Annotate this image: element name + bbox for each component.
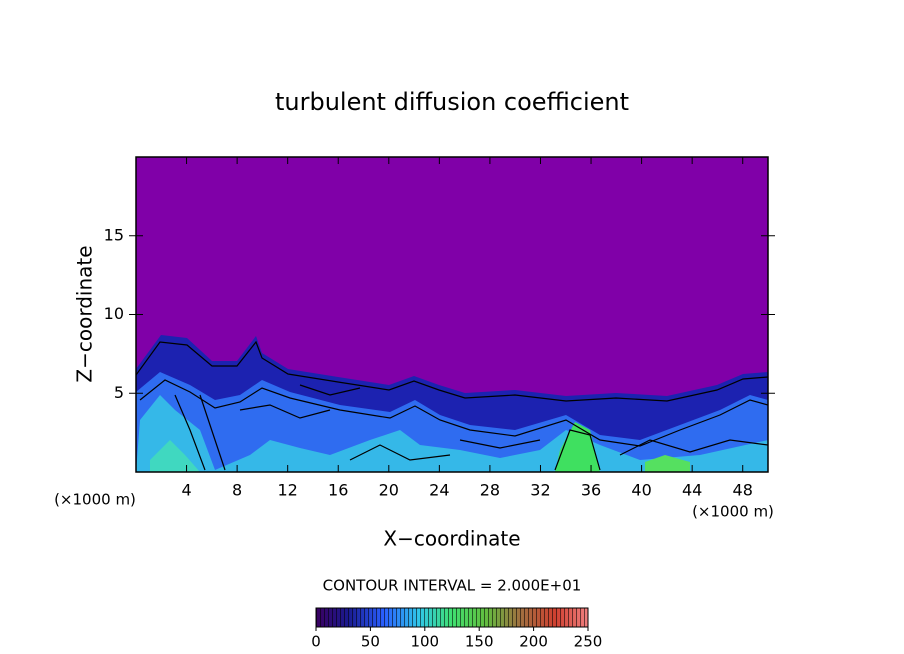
colorbar-tick-label: 250 <box>574 633 603 651</box>
x-tick-label: 36 <box>581 481 601 500</box>
x-tick-label: 4 <box>181 481 191 500</box>
contour-field <box>136 157 768 472</box>
x-tick-label: 24 <box>429 481 449 500</box>
x-tick-label: 12 <box>278 481 298 500</box>
x-tick-label: 44 <box>682 481 702 500</box>
y-tick-label: 10 <box>104 304 124 323</box>
y-axis-label: Z−coordinate <box>73 245 97 382</box>
x-tick-label: 40 <box>631 481 651 500</box>
x-unit-label: (×1000 m) <box>54 491 136 509</box>
x-unit-label: (×1000 m) <box>692 503 774 521</box>
y-tick-label: 15 <box>104 225 124 244</box>
colorbar-frame <box>315 607 589 628</box>
colorbar-stripes <box>316 608 588 627</box>
x-tick-label: 32 <box>530 481 550 500</box>
colorbar-tick-label: 150 <box>465 633 494 651</box>
contour-interval: CONTOUR INTERVAL = 2.000E+01 <box>323 577 582 595</box>
x-axis-label: X−coordinate <box>383 527 520 551</box>
colorbar-tick-label: 200 <box>519 633 548 651</box>
x-tick-label: 16 <box>328 481 348 500</box>
x-tick-label: 8 <box>232 481 242 500</box>
colorbar-tick-label: 0 <box>311 633 321 651</box>
x-tick-label: 28 <box>480 481 500 500</box>
y-tick-label: 5 <box>114 383 124 402</box>
x-tick-label: 48 <box>733 481 753 500</box>
x-tick-label: 20 <box>379 481 399 500</box>
colorbar-tick-label: 100 <box>410 633 439 651</box>
chart-title: turbulent diffusion coefficient <box>275 88 629 116</box>
colorbar-tick-label: 50 <box>361 633 380 651</box>
